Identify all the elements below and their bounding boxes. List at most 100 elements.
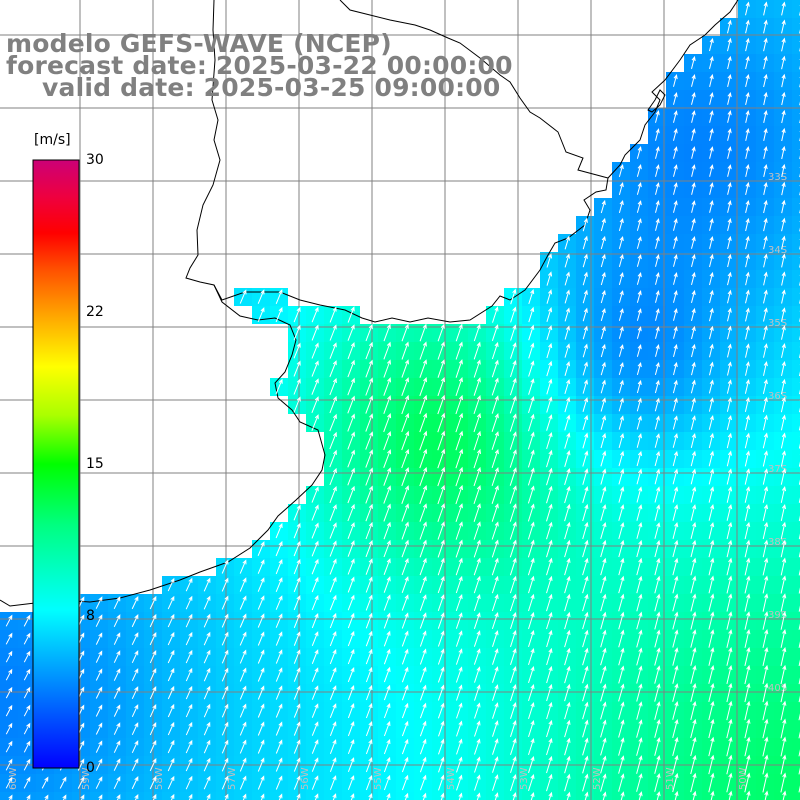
longitude-label: 52W xyxy=(592,767,603,790)
wind-cell xyxy=(792,306,800,324)
wind-arrow xyxy=(691,110,696,123)
wind-arrow xyxy=(727,55,732,70)
wind-arrow xyxy=(131,722,139,736)
wind-arrow xyxy=(636,450,643,467)
wind-arrow xyxy=(564,414,571,431)
wind-arrow xyxy=(383,412,392,433)
wind-arrow xyxy=(383,630,391,647)
wind-arrow xyxy=(293,721,301,736)
wind-arrow xyxy=(401,448,410,469)
wind-arrow xyxy=(149,668,157,682)
latitude-label: 36S xyxy=(768,391,787,402)
wind-arrow xyxy=(401,594,409,611)
wind-arrow xyxy=(455,630,463,647)
wind-arrow xyxy=(564,289,570,304)
wind-arrow xyxy=(257,649,265,664)
wind-arrow xyxy=(618,755,625,774)
wind-arrow xyxy=(329,504,337,521)
wind-arrow xyxy=(473,341,481,360)
wind-arrow xyxy=(745,110,750,123)
wind-arrow xyxy=(582,397,589,412)
wind-arrow xyxy=(564,629,571,648)
wind-arrow xyxy=(149,722,157,736)
wind-arrow xyxy=(347,775,355,790)
wind-arrow xyxy=(492,774,499,791)
wind-cell xyxy=(54,792,72,800)
latitude-label: 35S xyxy=(768,318,787,329)
wind-arrow xyxy=(455,412,463,433)
wind-arrow xyxy=(762,414,768,431)
wind-arrow xyxy=(275,649,283,664)
wind-arrow xyxy=(744,486,751,503)
wind-cell xyxy=(684,792,702,800)
wind-cell xyxy=(792,774,800,792)
wind-cell xyxy=(792,90,800,108)
wind-arrow xyxy=(528,324,535,341)
wind-arrow xyxy=(347,503,355,522)
wind-arrow xyxy=(709,110,714,123)
wind-arrow xyxy=(329,467,337,486)
wind-arrow xyxy=(293,342,301,359)
wind-cell xyxy=(792,0,800,18)
wind-arrow xyxy=(365,648,373,665)
wind-cell xyxy=(792,18,800,36)
wind-arrow xyxy=(437,702,445,719)
wind-arrow xyxy=(763,271,768,286)
wind-arrow xyxy=(780,521,787,540)
wind-arrow xyxy=(672,754,679,775)
wind-arrow xyxy=(528,701,535,720)
wind-arrow xyxy=(564,235,570,250)
coastline-brazil-north xyxy=(607,0,739,179)
wind-arrow xyxy=(708,682,715,703)
wind-arrow xyxy=(673,343,678,358)
wind-arrow xyxy=(744,414,750,431)
wind-arrow xyxy=(509,467,517,486)
wind-arrow xyxy=(582,701,589,720)
wind-arrow xyxy=(546,665,553,684)
wind-arrow xyxy=(347,431,355,450)
wind-arrow xyxy=(673,308,678,321)
wind-arrow xyxy=(708,629,715,648)
wind-arrow xyxy=(167,739,175,754)
wind-arrow xyxy=(365,359,373,378)
wind-arrow xyxy=(440,792,445,800)
wind-arrow xyxy=(5,614,13,627)
wind-cell xyxy=(792,54,800,72)
wind-arrow xyxy=(727,182,732,195)
wind-arrow xyxy=(509,575,517,594)
wind-cell xyxy=(72,792,90,800)
wind-arrow xyxy=(564,737,571,756)
wind-arrow xyxy=(655,272,660,285)
wind-arrow xyxy=(636,683,643,702)
wind-arrow xyxy=(726,664,733,685)
wind-arrow xyxy=(5,632,13,645)
wind-arrow xyxy=(763,109,768,124)
wind-arrow xyxy=(636,433,642,448)
wind-arrow xyxy=(455,376,463,397)
wind-arrow xyxy=(780,414,786,431)
wind-arrow xyxy=(257,577,265,592)
wind-arrow xyxy=(762,718,769,739)
wind-arrow xyxy=(491,431,499,450)
wind-arrow xyxy=(781,253,786,268)
wind-arrow xyxy=(275,595,283,610)
wind-arrow xyxy=(311,685,319,700)
wind-arrow xyxy=(59,776,67,789)
wind-arrow xyxy=(419,684,427,701)
wind-arrow xyxy=(311,649,319,664)
wind-arrow xyxy=(546,575,553,594)
wind-arrow xyxy=(690,754,697,775)
wind-arrow xyxy=(347,341,355,360)
wind-arrow xyxy=(727,253,732,268)
wind-arrow xyxy=(473,557,481,576)
longitude-label: 55W xyxy=(373,767,384,790)
wind-arrow xyxy=(383,774,391,791)
wind-arrow xyxy=(618,344,624,357)
wind-cell xyxy=(792,162,800,180)
wind-cell xyxy=(792,522,800,540)
wind-arrow xyxy=(221,595,229,610)
wind-arrow xyxy=(383,377,391,396)
wind-arrow xyxy=(546,396,553,413)
wind-arrow xyxy=(134,794,139,800)
wind-arrow xyxy=(347,612,355,629)
